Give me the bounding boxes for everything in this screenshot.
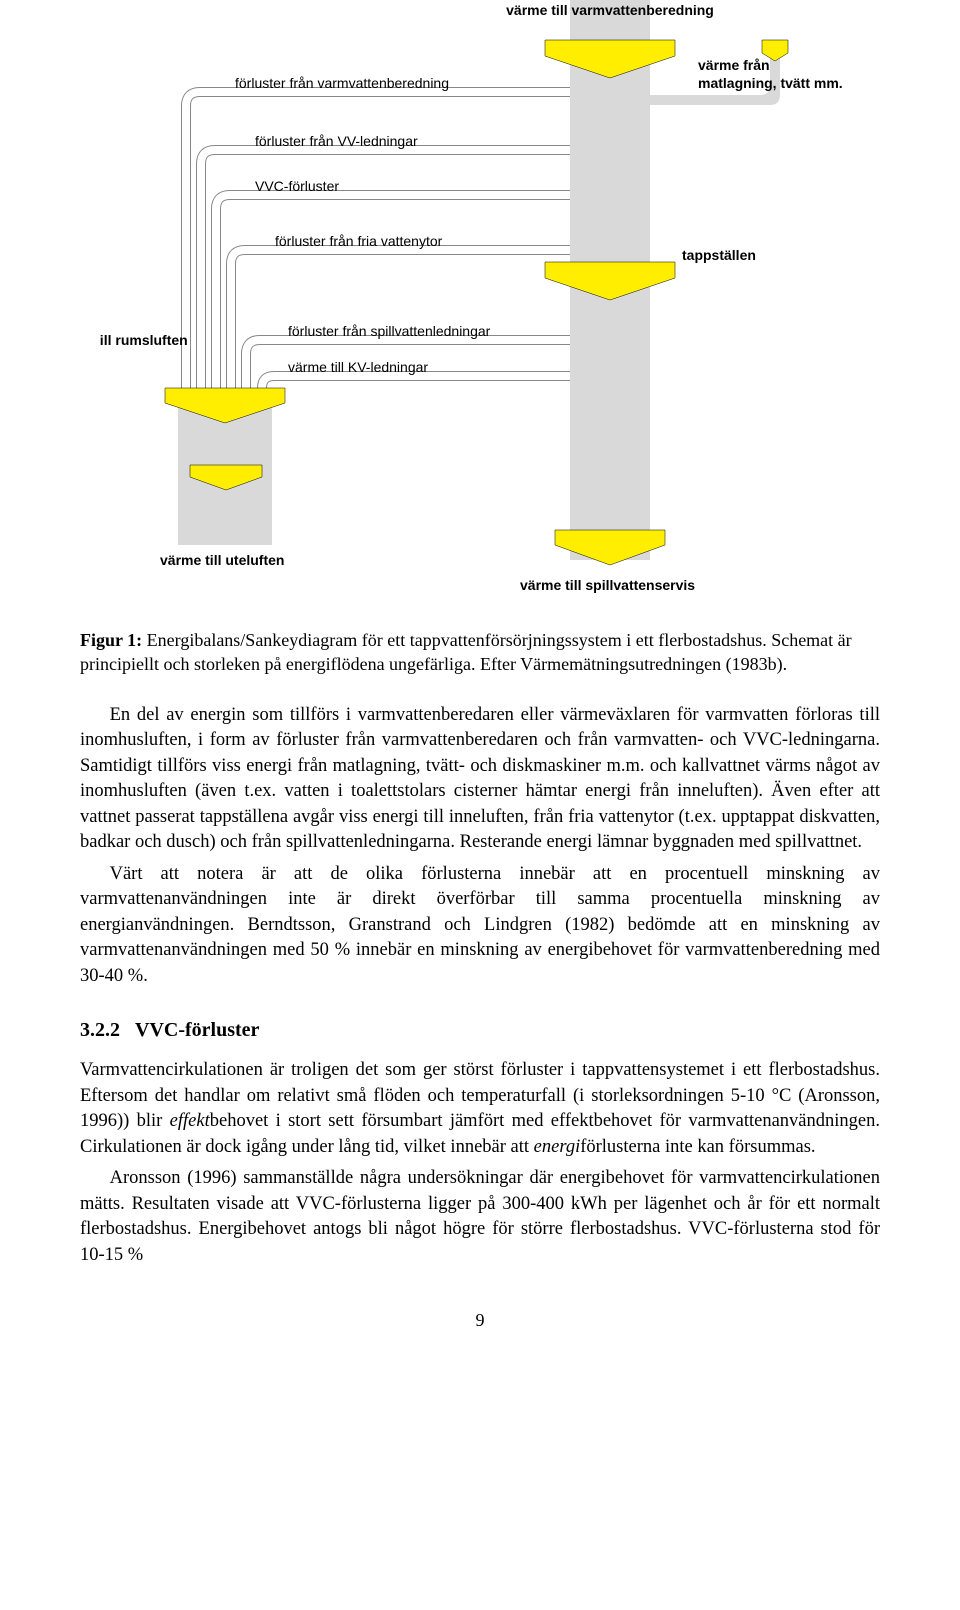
body-text: En del av energin som tillförs i varmvat… xyxy=(80,703,880,1269)
figure-caption: Figur 1: Energibalans/Sankeydiagram för … xyxy=(80,628,880,677)
paragraph-1: En del av energin som tillförs i varmvat… xyxy=(80,703,880,856)
label-rumsluften: värme till rumsluften xyxy=(100,332,188,348)
paragraph-3: Varmvattencirkulationen är troligen det … xyxy=(80,1058,880,1160)
label-left-4: förluster från fria vattenytor xyxy=(275,233,443,249)
chevron-tappstallen xyxy=(545,262,675,300)
label-right-top-2: matlagning, tvätt mm. xyxy=(698,75,843,91)
label-uteluften: värme till uteluften xyxy=(160,552,284,568)
label-left-2: förluster från VV-ledningar xyxy=(255,133,418,149)
subheading: 3.2.2 VVC-förluster xyxy=(80,1019,880,1042)
subheading-text: VVC-förluster xyxy=(135,1019,259,1041)
sankey-diagram-container: värme till varmvattenberedning förluster… xyxy=(80,0,880,600)
paragraph-2: Värt att notera är att de olika förluste… xyxy=(80,862,880,990)
label-mid-1: förluster från spillvattenledningar xyxy=(288,323,491,339)
chevron-top-inflow xyxy=(545,40,675,78)
label-top-center: värme till varmvattenberedning xyxy=(506,2,714,18)
sankey-diagram: värme till varmvattenberedning förluster… xyxy=(100,0,860,600)
page-number: 9 xyxy=(80,1310,880,1331)
label-spillvattenservis: värme till spillvattenservis xyxy=(520,577,695,593)
label-mid-2: värme till KV-ledningar xyxy=(288,359,428,375)
page-content: värme till varmvattenberedning förluster… xyxy=(0,0,960,1371)
figure-caption-text: Energibalans/Sankeydiagram för ett tappv… xyxy=(80,630,852,674)
label-tappstallen: tappställen xyxy=(682,247,756,263)
label-right-top-1: värme från xyxy=(698,57,770,73)
subheading-number: 3.2.2 xyxy=(80,1019,120,1041)
paragraph-4: Aronsson (1996) sammanställde några unde… xyxy=(80,1166,880,1268)
figure-caption-lead: Figur 1: xyxy=(80,630,142,650)
label-left-3: VVC-förluster xyxy=(255,178,339,194)
label-left-1: förluster från varmvattenberedning xyxy=(235,75,449,91)
